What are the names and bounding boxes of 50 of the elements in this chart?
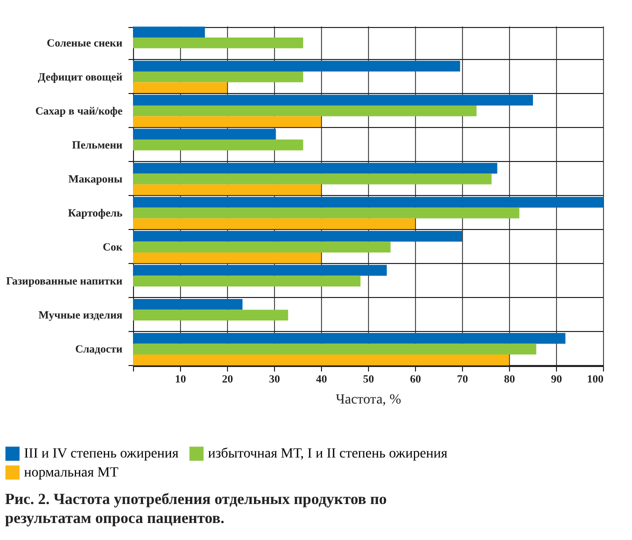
x-tick-label: 40 — [316, 374, 328, 386]
bar — [133, 208, 520, 218]
bar — [133, 94, 533, 106]
legend-label: избыточная МТ, I и II степень ожирения — [208, 446, 448, 462]
bar — [133, 218, 415, 230]
bar — [133, 310, 288, 321]
y-tick-label: Дефицит овощей — [38, 71, 124, 84]
x-tick-label: 10 — [175, 374, 186, 386]
bar — [133, 184, 321, 196]
x-tick-label: 70 — [457, 374, 468, 386]
x-tick-label: 90 — [551, 374, 562, 386]
legend-label: нормальная МТ — [24, 466, 119, 480]
y-tick-label: Сахар в чай/кофе — [35, 105, 123, 118]
x-axis-title: Частота, % — [336, 392, 402, 408]
x-tick-label: 60 — [410, 374, 422, 386]
bar — [133, 26, 205, 38]
bar — [133, 116, 321, 128]
x-tick-label: 50 — [363, 374, 374, 386]
bar — [133, 298, 243, 310]
y-tick-label: Сок — [102, 242, 124, 254]
bar — [133, 354, 509, 366]
bar — [133, 71, 304, 82]
x-tick-label: 80 — [504, 374, 516, 386]
bar — [133, 128, 276, 140]
bar — [133, 276, 360, 286]
bar — [133, 37, 304, 48]
bar — [133, 344, 536, 355]
bar — [133, 230, 462, 242]
bar — [133, 162, 498, 174]
y-tick-label: Сладости — [75, 344, 124, 356]
bar — [133, 140, 304, 150]
y-tick-label: Мучные изделия — [38, 310, 123, 322]
bar — [133, 242, 391, 252]
y-tick-label: Соленые снеки — [46, 37, 124, 50]
y-tick-label: Газированные напитки — [6, 276, 124, 288]
bar — [133, 82, 227, 94]
text: Рис. 2. Частота употребления отдельных продуктов по результатам опроса пациентов. — [5, 491, 388, 527]
y-tick-label: Макароны — [68, 173, 123, 186]
legend-label: III и IV степень ожирения — [24, 446, 180, 462]
bar — [133, 264, 387, 276]
bar — [133, 60, 460, 72]
bar — [133, 174, 492, 184]
x-tick-label: 20 — [222, 374, 234, 386]
y-tick-label: Картофель — [68, 208, 123, 220]
y-tick-label: Пельмени — [72, 139, 124, 152]
bar — [133, 252, 321, 264]
x-tick-label: 100 — [587, 374, 604, 386]
x-tick-label: 30 — [269, 374, 280, 386]
bar — [133, 106, 477, 116]
bar — [133, 332, 566, 344]
